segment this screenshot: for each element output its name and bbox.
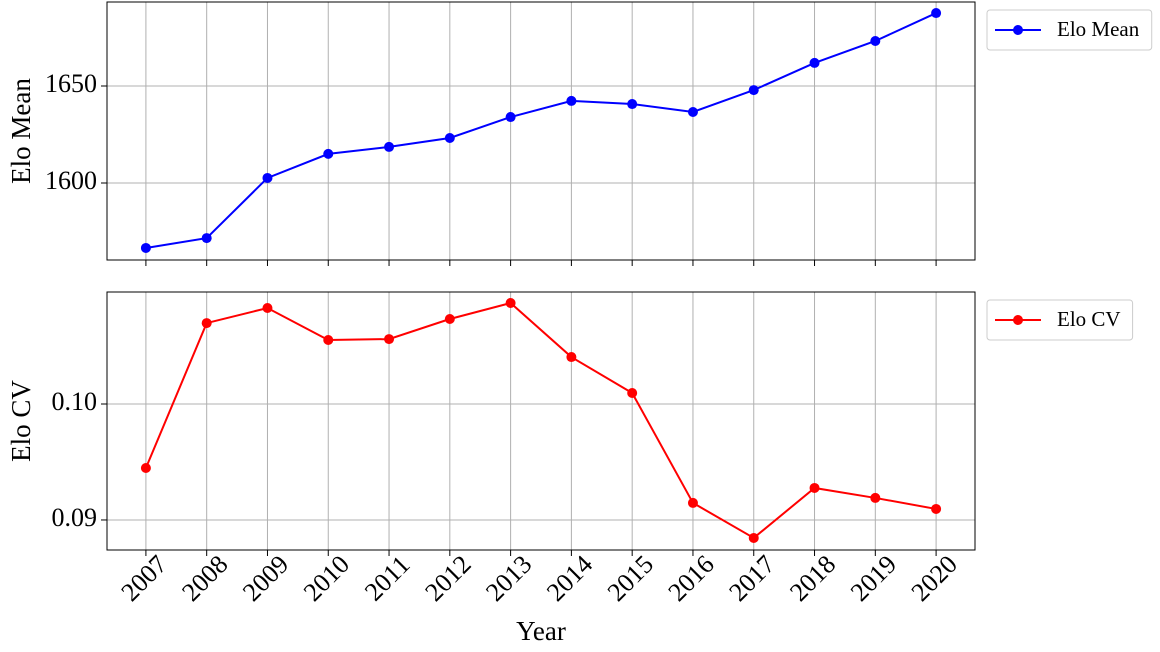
x-tick-label: 2011 <box>359 550 416 607</box>
data-point <box>505 298 516 309</box>
legend-box <box>986 9 1153 51</box>
y-axis-label: Elo CV <box>6 380 36 462</box>
data-point <box>748 85 759 96</box>
legend-marker <box>1013 25 1023 35</box>
x-tick-label: 2009 <box>237 550 294 607</box>
data-point <box>627 99 638 110</box>
y-tick-label: 1600 <box>45 166 97 195</box>
legend-marker <box>1013 315 1023 325</box>
data-point <box>809 57 820 68</box>
x-tick-label: 2014 <box>541 550 598 607</box>
y-tick-label: 1650 <box>45 69 97 98</box>
plot-frame <box>106 291 976 551</box>
x-tick-label: 2007 <box>115 550 172 607</box>
data-point <box>201 318 212 329</box>
data-point <box>566 352 577 363</box>
data-point <box>323 148 334 159</box>
data-point <box>870 492 881 503</box>
data-point <box>931 503 942 514</box>
y-axis-label: Elo Mean <box>6 78 36 184</box>
data-point <box>323 335 334 346</box>
x-tick-label: 2008 <box>176 550 233 607</box>
data-point <box>687 497 698 508</box>
data-point <box>444 314 455 325</box>
x-tick-label: 2015 <box>602 550 659 607</box>
data-point <box>384 334 395 345</box>
data-point <box>262 303 273 314</box>
legend-label: Elo CV <box>1057 307 1121 331</box>
legend-box <box>986 299 1134 341</box>
x-tick-label: 2017 <box>723 550 780 607</box>
data-point <box>687 106 698 117</box>
x-tick-label: 2013 <box>480 550 537 607</box>
data-line <box>144 301 937 540</box>
data-point <box>262 172 273 183</box>
x-tick-label: 2010 <box>298 550 355 607</box>
x-tick-label: 2018 <box>784 550 841 607</box>
data-point <box>627 387 638 398</box>
x-axis-label: Year <box>516 616 566 646</box>
data-point <box>931 8 942 19</box>
data-line <box>145 12 937 249</box>
data-point <box>140 242 151 253</box>
x-tick-label: 2020 <box>906 550 963 607</box>
legend-label: Elo Mean <box>1057 17 1140 41</box>
data-point <box>505 112 516 123</box>
data-point <box>809 482 820 493</box>
data-point <box>384 141 395 152</box>
plot-frame <box>106 1 976 261</box>
y-tick-label: 0.10 <box>52 387 98 416</box>
y-tick-label: 0.09 <box>52 503 98 532</box>
x-tick-label: 2019 <box>845 550 902 607</box>
data-point <box>201 233 212 244</box>
data-point <box>444 132 455 143</box>
data-point <box>140 463 151 474</box>
x-tick-label: 2016 <box>663 550 720 607</box>
data-point <box>748 532 759 543</box>
data-point <box>566 95 577 106</box>
data-point <box>870 35 881 46</box>
x-tick-label: 2012 <box>419 550 476 607</box>
